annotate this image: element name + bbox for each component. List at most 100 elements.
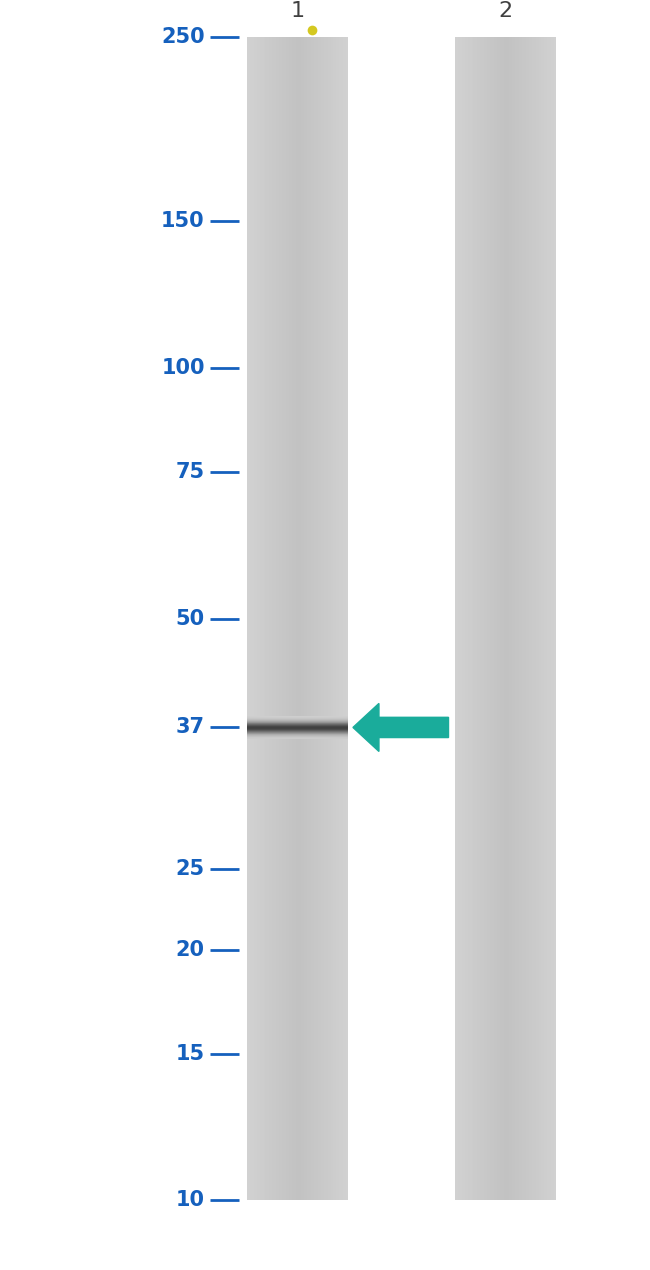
Bar bbox=[322, 37, 324, 1200]
Bar bbox=[311, 37, 313, 1200]
Bar bbox=[319, 37, 321, 1200]
Bar bbox=[541, 37, 542, 1200]
Bar bbox=[460, 37, 462, 1200]
Bar bbox=[343, 37, 344, 1200]
Bar bbox=[287, 37, 289, 1200]
Bar bbox=[492, 37, 493, 1200]
Bar bbox=[509, 37, 510, 1200]
Bar bbox=[519, 37, 521, 1200]
Bar bbox=[502, 37, 504, 1200]
Bar bbox=[532, 37, 534, 1200]
Bar bbox=[500, 37, 502, 1200]
Text: 1: 1 bbox=[291, 1, 304, 22]
Bar bbox=[493, 37, 495, 1200]
Text: 50: 50 bbox=[176, 608, 205, 629]
Bar bbox=[480, 37, 482, 1200]
Bar bbox=[247, 37, 249, 1200]
Bar bbox=[331, 37, 333, 1200]
Text: 10: 10 bbox=[176, 1190, 205, 1210]
Bar bbox=[291, 37, 292, 1200]
Bar bbox=[527, 37, 529, 1200]
Bar bbox=[524, 37, 525, 1200]
Bar bbox=[269, 37, 270, 1200]
Bar bbox=[259, 37, 261, 1200]
Bar bbox=[536, 37, 538, 1200]
Bar bbox=[249, 37, 250, 1200]
Bar bbox=[328, 37, 330, 1200]
Bar bbox=[341, 37, 343, 1200]
Bar bbox=[475, 37, 477, 1200]
Bar bbox=[549, 37, 551, 1200]
Bar bbox=[521, 37, 522, 1200]
Bar bbox=[284, 37, 285, 1200]
Bar bbox=[497, 37, 499, 1200]
Bar bbox=[489, 37, 490, 1200]
Bar bbox=[282, 37, 284, 1200]
Bar bbox=[298, 37, 299, 1200]
Bar bbox=[281, 37, 282, 1200]
Bar bbox=[272, 37, 274, 1200]
Bar bbox=[470, 37, 472, 1200]
Bar bbox=[264, 37, 265, 1200]
Bar bbox=[465, 37, 467, 1200]
Bar bbox=[457, 37, 458, 1200]
Text: 150: 150 bbox=[161, 211, 205, 231]
Bar bbox=[316, 37, 317, 1200]
Bar bbox=[551, 37, 552, 1200]
Text: 20: 20 bbox=[176, 940, 205, 960]
Bar bbox=[324, 37, 326, 1200]
Bar bbox=[538, 37, 539, 1200]
Bar bbox=[299, 37, 301, 1200]
Bar bbox=[554, 37, 556, 1200]
Bar bbox=[270, 37, 272, 1200]
Bar bbox=[301, 37, 302, 1200]
Bar bbox=[307, 37, 309, 1200]
Bar bbox=[485, 37, 487, 1200]
Bar bbox=[506, 37, 507, 1200]
Text: 37: 37 bbox=[176, 718, 205, 738]
Bar bbox=[333, 37, 334, 1200]
Text: 2: 2 bbox=[499, 1, 512, 22]
Bar bbox=[455, 37, 556, 1200]
Bar bbox=[339, 37, 341, 1200]
Bar bbox=[296, 37, 298, 1200]
Bar bbox=[314, 37, 316, 1200]
Bar bbox=[289, 37, 291, 1200]
Bar bbox=[545, 37, 547, 1200]
Text: 250: 250 bbox=[161, 27, 205, 47]
Bar bbox=[257, 37, 259, 1200]
Bar bbox=[482, 37, 484, 1200]
Bar bbox=[304, 37, 306, 1200]
Bar bbox=[294, 37, 296, 1200]
Bar bbox=[512, 37, 514, 1200]
Bar bbox=[473, 37, 475, 1200]
Bar bbox=[530, 37, 532, 1200]
Bar bbox=[330, 37, 331, 1200]
Bar bbox=[507, 37, 509, 1200]
Bar bbox=[309, 37, 311, 1200]
Bar bbox=[276, 37, 278, 1200]
Bar bbox=[346, 37, 348, 1200]
Bar bbox=[522, 37, 524, 1200]
Bar bbox=[515, 37, 517, 1200]
Bar bbox=[469, 37, 470, 1200]
Text: 15: 15 bbox=[176, 1044, 205, 1064]
Bar bbox=[477, 37, 478, 1200]
Bar bbox=[542, 37, 544, 1200]
Bar bbox=[274, 37, 276, 1200]
Bar bbox=[262, 37, 264, 1200]
Bar bbox=[458, 37, 460, 1200]
Bar bbox=[455, 37, 457, 1200]
Bar bbox=[467, 37, 469, 1200]
Bar bbox=[277, 37, 279, 1200]
Bar bbox=[517, 37, 519, 1200]
Bar bbox=[247, 37, 348, 1200]
Text: 25: 25 bbox=[176, 860, 205, 879]
Bar bbox=[306, 37, 307, 1200]
Bar bbox=[321, 37, 322, 1200]
Bar bbox=[250, 37, 252, 1200]
Bar bbox=[529, 37, 530, 1200]
Text: 75: 75 bbox=[176, 462, 205, 483]
Bar bbox=[552, 37, 554, 1200]
Bar bbox=[261, 37, 262, 1200]
